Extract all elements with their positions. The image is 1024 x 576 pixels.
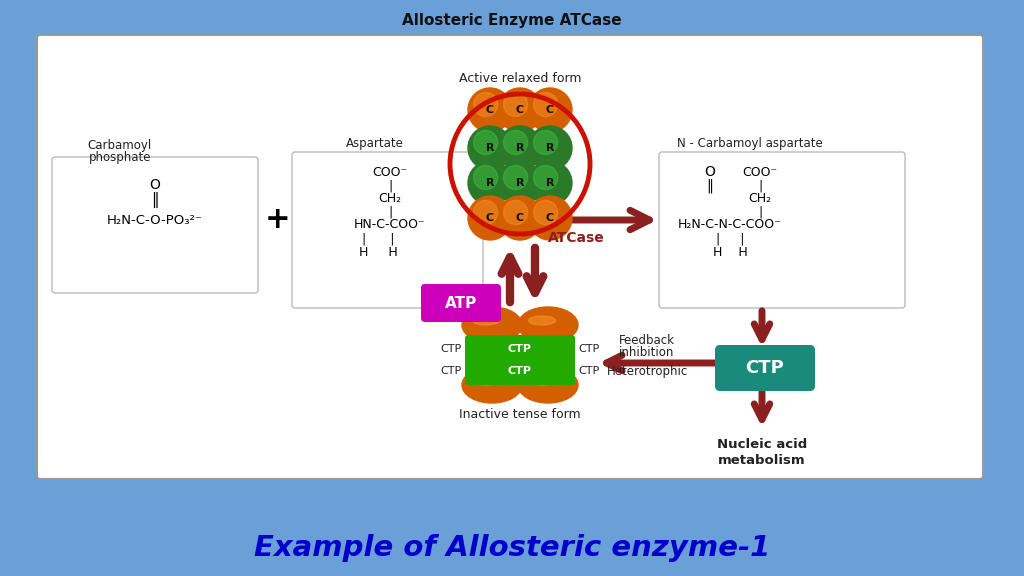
Circle shape <box>498 126 542 170</box>
Text: Example of Allosteric enzyme-1: Example of Allosteric enzyme-1 <box>254 534 770 562</box>
Text: CH₂: CH₂ <box>749 191 771 204</box>
Text: HN-C-COO⁻: HN-C-COO⁻ <box>354 218 426 232</box>
FancyBboxPatch shape <box>52 157 258 293</box>
Text: CTP: CTP <box>578 366 599 376</box>
Text: H₂N-C-O-PO₃²⁻: H₂N-C-O-PO₃²⁻ <box>108 214 203 226</box>
Circle shape <box>528 196 572 240</box>
Text: O: O <box>705 165 716 179</box>
Circle shape <box>534 92 558 116</box>
Text: Inactive tense form: Inactive tense form <box>459 408 581 422</box>
Text: COO⁻: COO⁻ <box>742 165 777 179</box>
Text: H    H: H H <box>713 247 748 260</box>
FancyBboxPatch shape <box>465 357 575 385</box>
Text: inhibition: inhibition <box>620 347 675 359</box>
Text: N - Carbamoyl aspartate: N - Carbamoyl aspartate <box>677 137 823 150</box>
Text: |: | <box>388 206 392 218</box>
Text: C: C <box>486 213 494 223</box>
Text: R: R <box>546 178 554 188</box>
Text: R: R <box>485 143 495 153</box>
Text: ATCase: ATCase <box>548 231 604 245</box>
Circle shape <box>504 165 527 190</box>
Text: ‖: ‖ <box>707 179 714 194</box>
Text: |: | <box>388 180 392 192</box>
Text: C: C <box>546 105 554 115</box>
Ellipse shape <box>462 307 522 343</box>
Text: CTP: CTP <box>745 359 784 377</box>
Text: CTP: CTP <box>440 344 462 354</box>
Circle shape <box>473 92 498 116</box>
Circle shape <box>528 88 572 132</box>
Text: metabolism: metabolism <box>718 453 806 467</box>
FancyBboxPatch shape <box>715 345 815 391</box>
Text: Nucleic acid: Nucleic acid <box>717 438 807 452</box>
FancyBboxPatch shape <box>292 152 483 308</box>
Text: |     |: | | <box>716 233 744 245</box>
Circle shape <box>498 196 542 240</box>
Text: +: + <box>265 206 291 234</box>
Text: Carbamoyl: Carbamoyl <box>88 139 153 153</box>
Circle shape <box>528 126 572 170</box>
Text: Aspartate: Aspartate <box>346 137 403 150</box>
Ellipse shape <box>518 367 578 403</box>
Ellipse shape <box>472 376 500 385</box>
Text: CTP: CTP <box>440 366 462 376</box>
Text: CTP: CTP <box>508 366 532 376</box>
Ellipse shape <box>472 316 500 325</box>
Circle shape <box>473 165 498 190</box>
Circle shape <box>504 200 527 225</box>
Ellipse shape <box>462 367 522 403</box>
Text: C: C <box>516 105 524 115</box>
Text: Feedback: Feedback <box>618 334 675 347</box>
Text: Heterotrophic: Heterotrophic <box>606 366 688 378</box>
Text: C: C <box>516 213 524 223</box>
FancyBboxPatch shape <box>421 284 501 322</box>
Circle shape <box>473 200 498 225</box>
Text: Allosteric Enzyme ATCase: Allosteric Enzyme ATCase <box>402 13 622 28</box>
Text: phosphate: phosphate <box>89 151 152 165</box>
Circle shape <box>504 92 527 116</box>
Text: COO⁻: COO⁻ <box>373 165 408 179</box>
Text: H₂N-C-N-C-COO⁻: H₂N-C-N-C-COO⁻ <box>678 218 782 232</box>
Text: C: C <box>486 105 494 115</box>
Text: R: R <box>546 143 554 153</box>
Circle shape <box>468 161 512 205</box>
Text: |      |: | | <box>361 233 394 245</box>
Circle shape <box>468 126 512 170</box>
Text: R: R <box>516 178 524 188</box>
Ellipse shape <box>518 307 578 343</box>
Circle shape <box>498 88 542 132</box>
Circle shape <box>534 200 558 225</box>
Text: R: R <box>516 143 524 153</box>
Circle shape <box>473 130 498 154</box>
Circle shape <box>504 130 527 154</box>
Circle shape <box>468 88 512 132</box>
Circle shape <box>498 161 542 205</box>
Text: |: | <box>758 206 762 218</box>
Text: CH₂: CH₂ <box>379 191 401 204</box>
Ellipse shape <box>528 316 555 325</box>
Text: R: R <box>485 178 495 188</box>
Text: C: C <box>546 213 554 223</box>
Text: CTP: CTP <box>578 344 599 354</box>
Text: ATP: ATP <box>444 295 477 310</box>
Circle shape <box>468 196 512 240</box>
Text: |: | <box>758 180 762 192</box>
FancyBboxPatch shape <box>465 335 575 363</box>
FancyBboxPatch shape <box>659 152 905 308</box>
Text: CTP: CTP <box>508 344 532 354</box>
Text: H     H: H H <box>358 247 397 260</box>
Text: O: O <box>150 178 161 192</box>
Ellipse shape <box>528 376 555 385</box>
Circle shape <box>528 161 572 205</box>
Text: ‖: ‖ <box>152 192 159 208</box>
Circle shape <box>534 165 558 190</box>
Circle shape <box>534 130 558 154</box>
FancyBboxPatch shape <box>37 35 983 479</box>
Text: Active relaxed form: Active relaxed form <box>459 71 582 85</box>
